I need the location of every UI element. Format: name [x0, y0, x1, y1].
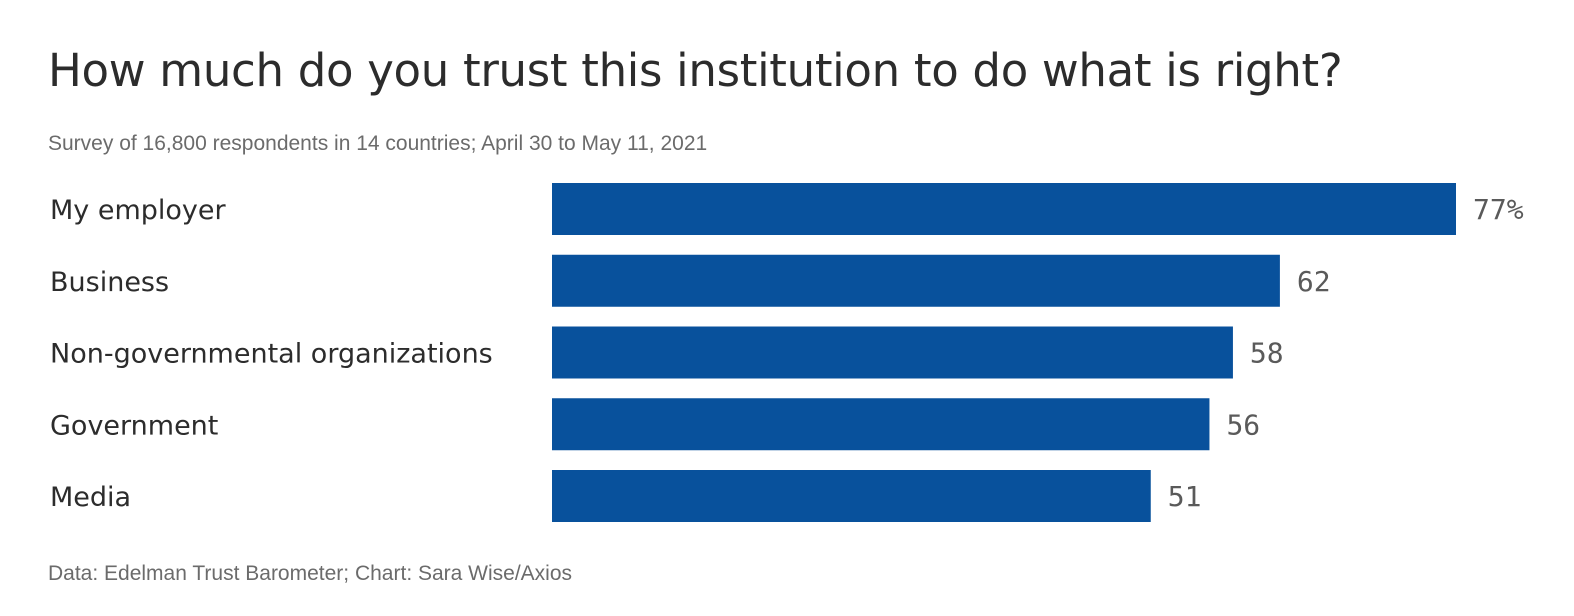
chart-source: Data: Edelman Trust Barometer; Chart: Sa…: [48, 562, 573, 585]
bar: [552, 254, 1280, 307]
value-label: 77%: [1473, 193, 1524, 226]
chart-subtitle: Survey of 16,800 respondents in 14 count…: [48, 132, 708, 155]
value-label: 58: [1250, 337, 1284, 370]
bar: [552, 470, 1151, 522]
value-label: 62: [1297, 265, 1331, 298]
value-label: 51: [1168, 480, 1202, 513]
value-label: 56: [1226, 408, 1260, 441]
category-label: Government: [50, 410, 218, 441]
category-label: Business: [50, 267, 169, 298]
category-label: My employer: [50, 195, 227, 226]
category-label: Non-governmental organizations: [50, 339, 493, 370]
category-label: Media: [50, 482, 131, 513]
bar: [552, 326, 1233, 379]
chart-title: How much do you trust this institution t…: [48, 44, 1343, 97]
bar: [552, 183, 1456, 235]
bar: [552, 398, 1210, 451]
